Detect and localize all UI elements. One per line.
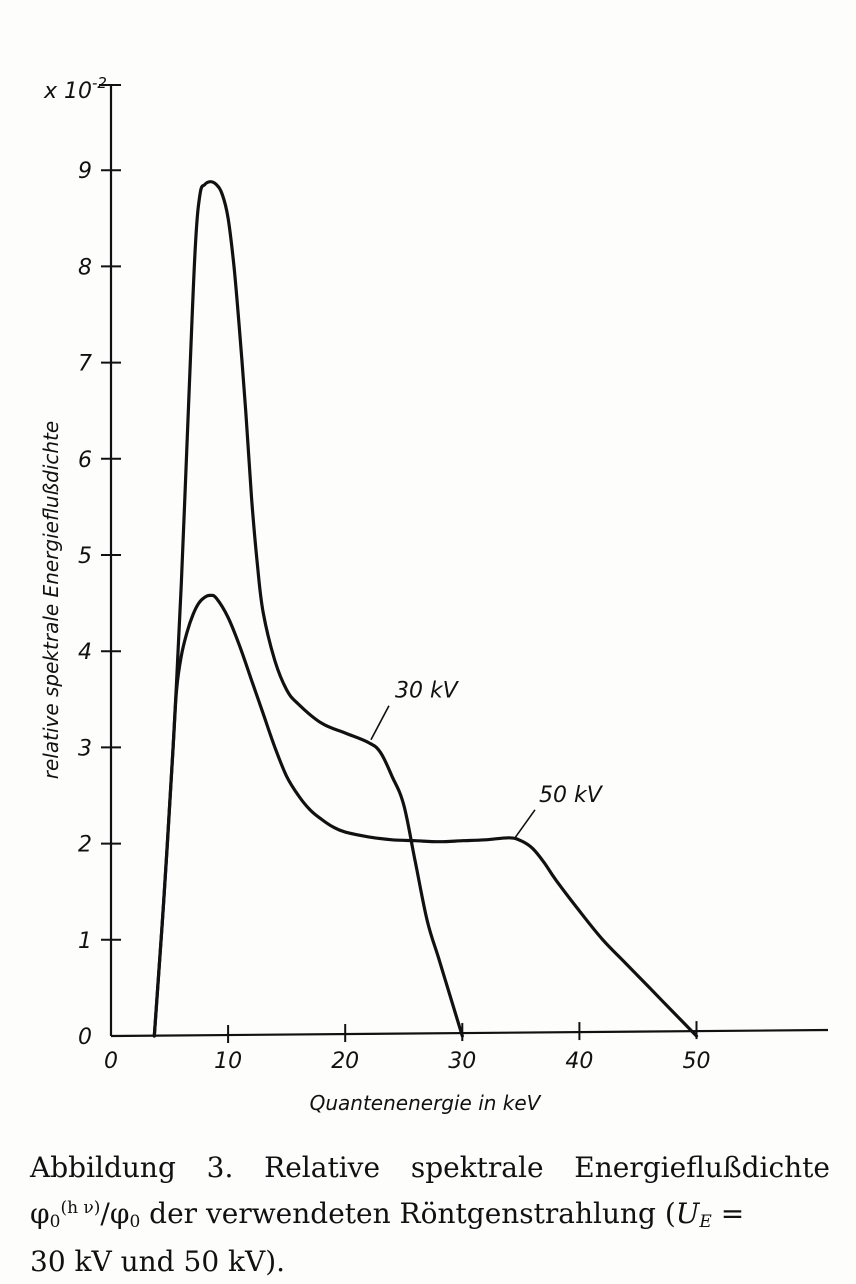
series-line-30kv (152, 180, 464, 1038)
series-layer (152, 180, 699, 1038)
annotation-leader-line (514, 809, 536, 839)
figure-caption: Abbildung 3. Relative spektrale Energief… (30, 1148, 830, 1282)
axis-ticks: 0 1 2 3 4 5 6 7 8 9 0 10 20 30 40 50 (78, 159, 711, 1074)
y-tick-label: 4 (78, 640, 92, 665)
caption-line-3: 30 kV und 50 kV). (30, 1245, 286, 1278)
axes (99, 84, 829, 1038)
x-tick-label: 20 (331, 1049, 359, 1074)
x-tick-label: 50 (683, 1049, 711, 1074)
annotations: 30 kV 50 kV (370, 679, 604, 839)
y-tick-label: 5 (78, 544, 92, 569)
y-tick-label: 6 (78, 448, 92, 473)
series-line-50kv (152, 593, 699, 1038)
y-tick-label: 1 (78, 929, 92, 954)
series-label: 30 kV (395, 679, 460, 704)
x-tick-label: 30 (448, 1049, 476, 1074)
x-axis-line (110, 1028, 829, 1038)
y-axis-title: relative spektrale Energieflußdichte (39, 421, 63, 779)
y-tick-label: 2 (78, 833, 92, 858)
x-tick-label: 40 (565, 1049, 593, 1074)
y-tick-label: 3 (78, 736, 92, 761)
caption-line-2: φ0(h ν)/φ0 der verwendeten Röntgenstrahl… (30, 1197, 745, 1232)
caption-line-1: Abbildung 3. Relative spektrale Energief… (30, 1151, 830, 1184)
y-tick-label: 9 (78, 159, 92, 184)
x-tick-label: 10 (214, 1049, 242, 1074)
y-tick-label: 8 (78, 255, 92, 280)
y-axis-multiplier: x 10-2 (43, 74, 107, 104)
x-tick-label: 0 (104, 1049, 118, 1074)
series-label: 50 kV (539, 783, 604, 808)
annotation-leader-line (370, 705, 390, 741)
x-axis-title: Quantenenergie in keV (310, 1091, 542, 1115)
y-tick-label: 7 (78, 352, 92, 377)
y-tick-label: 0 (78, 1025, 92, 1050)
